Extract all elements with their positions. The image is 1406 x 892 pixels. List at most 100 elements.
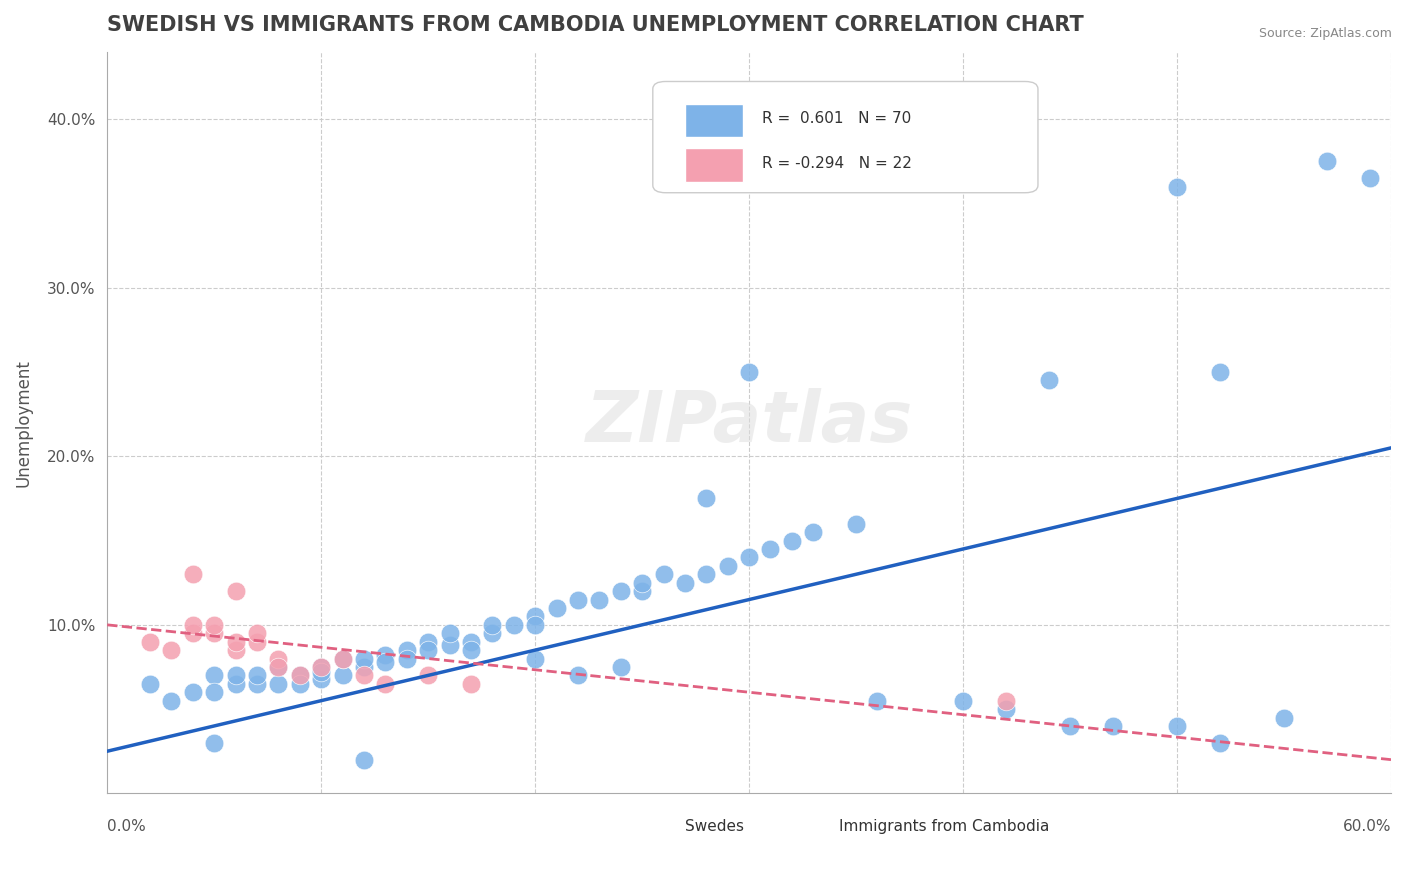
FancyBboxPatch shape (685, 148, 742, 182)
Point (460, 677, 482, 691)
Point (288, 668, 311, 682)
Text: ZIPatlas: ZIPatlas (585, 388, 912, 457)
Point (309, 665, 332, 679)
Point (994, 702, 1017, 716)
Point (460, 643, 482, 657)
Point (502, 617, 524, 632)
Point (717, 558, 740, 573)
Point (181, 626, 204, 640)
Point (524, 617, 547, 632)
Point (353, 660, 375, 674)
Point (246, 668, 269, 682)
Point (524, 651, 547, 665)
Point (588, 592, 610, 607)
Point (309, 672, 332, 686)
Text: SWEDISH VS IMMIGRANTS FROM CAMBODIA UNEMPLOYMENT CORRELATION CHART: SWEDISH VS IMMIGRANTS FROM CAMBODIA UNEM… (107, 15, 1084, 35)
Point (1316, 154, 1339, 169)
Point (439, 638, 461, 652)
Point (225, 643, 247, 657)
Point (395, 643, 418, 657)
Point (609, 584, 631, 599)
Point (631, 575, 654, 590)
Point (288, 668, 311, 682)
Point (609, 660, 631, 674)
Point (994, 694, 1017, 708)
Text: 0.0%: 0.0% (107, 820, 146, 834)
FancyBboxPatch shape (787, 812, 827, 841)
Point (202, 626, 225, 640)
Text: R =  0.601   N = 70: R = 0.601 N = 70 (762, 112, 911, 126)
Point (160, 643, 183, 657)
Point (309, 660, 332, 674)
Point (202, 736, 225, 750)
FancyBboxPatch shape (652, 81, 1038, 193)
Point (246, 634, 269, 648)
Point (1101, 719, 1123, 733)
Point (225, 668, 247, 682)
Point (332, 668, 354, 682)
Point (631, 584, 654, 599)
Point (481, 617, 503, 632)
Point (246, 626, 269, 640)
Point (759, 541, 782, 556)
Point (353, 753, 375, 767)
Point (374, 677, 396, 691)
Y-axis label: Unemployment: Unemployment (15, 359, 32, 486)
Text: Immigrants from Cambodia: Immigrants from Cambodia (839, 819, 1049, 834)
Point (481, 626, 503, 640)
Point (332, 651, 354, 665)
Point (738, 550, 761, 565)
Text: R = -0.294   N = 22: R = -0.294 N = 22 (762, 155, 912, 170)
Point (1209, 736, 1232, 750)
Point (1272, 710, 1295, 724)
Point (374, 648, 396, 662)
Point (181, 617, 204, 632)
Point (267, 677, 290, 691)
Point (181, 685, 204, 699)
Point (202, 617, 225, 632)
Point (418, 668, 440, 682)
Point (780, 533, 803, 548)
Point (353, 668, 375, 682)
Point (181, 567, 204, 582)
Point (395, 651, 418, 665)
Point (439, 626, 461, 640)
Point (845, 516, 868, 531)
Point (1166, 179, 1188, 194)
Point (353, 651, 375, 665)
Point (460, 634, 482, 648)
Point (160, 694, 183, 708)
FancyBboxPatch shape (634, 812, 672, 841)
Point (952, 694, 974, 708)
Point (202, 668, 225, 682)
Point (524, 609, 547, 624)
Point (652, 567, 675, 582)
Point (418, 643, 440, 657)
Point (139, 677, 162, 691)
Point (202, 685, 225, 699)
Point (246, 677, 269, 691)
Point (1358, 171, 1381, 186)
Point (267, 651, 290, 665)
Point (1166, 719, 1188, 733)
Point (139, 634, 162, 648)
Point (1038, 374, 1060, 388)
Point (695, 491, 717, 506)
Point (1059, 719, 1081, 733)
Text: Swedes: Swedes (685, 819, 744, 834)
Text: 60.0%: 60.0% (1343, 820, 1391, 834)
Point (738, 365, 761, 379)
Point (309, 660, 332, 674)
Point (418, 634, 440, 648)
Point (332, 651, 354, 665)
Point (225, 634, 247, 648)
Point (801, 525, 824, 540)
Point (567, 592, 589, 607)
Point (546, 601, 568, 615)
Point (267, 660, 290, 674)
Point (673, 575, 696, 590)
Point (225, 677, 247, 691)
Text: Source: ZipAtlas.com: Source: ZipAtlas.com (1258, 27, 1392, 40)
Point (695, 567, 717, 582)
Point (288, 677, 311, 691)
